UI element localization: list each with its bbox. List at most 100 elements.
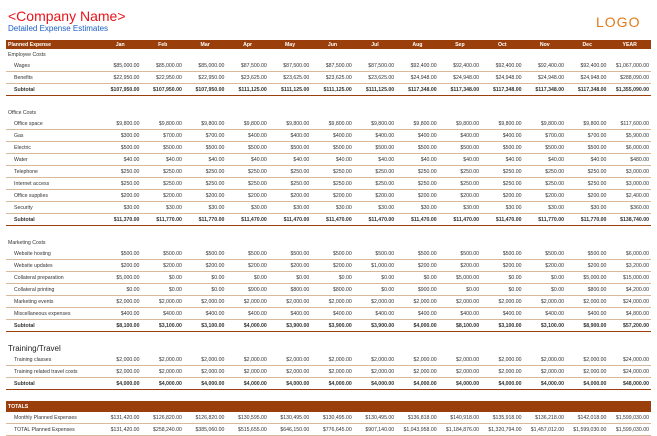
cell: $4,000.00 — [268, 377, 312, 390]
cell: $40.00 — [438, 153, 482, 166]
cell: $2,000.00 — [565, 295, 609, 308]
expense-row: Telephone $250.00 $250.00 $250.00 $250.00 $25… — [6, 165, 651, 178]
cell: $2,000.00 — [438, 295, 482, 308]
cell: $400.00 — [268, 307, 312, 320]
cell: $126,820.00 — [141, 412, 184, 424]
cell: $500.00 — [353, 248, 397, 260]
cell: $11,770.00 — [141, 213, 184, 226]
cell: $2,000.00 — [99, 295, 142, 308]
cell: $500.00 — [481, 141, 524, 154]
cell: $0.00 — [183, 283, 227, 296]
row-label: Internet access — [6, 177, 99, 190]
cell: $117,348.00 — [396, 83, 439, 96]
cell: $250.00 — [396, 165, 439, 178]
cell: $9,800.00 — [268, 118, 312, 130]
cell: $57,200.00 — [608, 319, 651, 332]
cell: $0.00 — [396, 271, 439, 284]
cell: $200.00 — [183, 259, 227, 272]
cell: $87,500.00 — [268, 60, 312, 72]
cell: $3,900.00 — [268, 319, 312, 332]
cell: $0.00 — [353, 271, 397, 284]
cell: $250.00 — [311, 165, 354, 178]
cell: $4,000.00 — [183, 377, 227, 390]
cell: $200.00 — [523, 189, 566, 202]
expense-row: Collateral preparation $5,000.00 $0.00 $0.0… — [6, 271, 651, 284]
cell: $200.00 — [268, 189, 312, 202]
expense-row: Training related travel costs $2,000.00 $2… — [6, 365, 651, 378]
cell: $200.00 — [565, 189, 609, 202]
cell: $2,000.00 — [396, 295, 439, 308]
cell: $3,200.00 — [608, 259, 651, 272]
cell: $111,125.00 — [353, 83, 397, 96]
cell: $907,140.00 — [353, 423, 397, 436]
cell: $30.00 — [311, 201, 354, 214]
cell: $800.00 — [268, 283, 312, 296]
cell: $40.00 — [481, 153, 524, 166]
cell: $500.00 — [268, 248, 312, 260]
cell: $30.00 — [565, 201, 609, 214]
row-label: Office supplies — [6, 189, 99, 202]
cell: $400.00 — [396, 129, 439, 142]
cell: $87,500.00 — [353, 60, 397, 72]
cell: $107,950.00 — [99, 83, 142, 96]
cell: $200.00 — [481, 189, 524, 202]
row-label: Subtotal — [6, 83, 99, 96]
cell: $400.00 — [481, 129, 524, 142]
cell: $2,000.00 — [311, 365, 354, 378]
cell: $200.00 — [311, 189, 354, 202]
cell: $385,060.00 — [183, 423, 227, 436]
cell: $515,655.00 — [226, 423, 269, 436]
cell: $92,400.00 — [438, 60, 482, 72]
cell: $2,000.00 — [565, 365, 609, 378]
cell: $500.00 — [396, 248, 439, 260]
column-header: Apr — [226, 40, 269, 49]
cell: $500.00 — [523, 141, 566, 154]
expense-row: Website hosting $500.00 $500.00 $500.00 $500… — [6, 248, 651, 260]
cell: $111,125.00 — [268, 83, 312, 96]
blank-row — [6, 226, 651, 238]
cell: $250.00 — [353, 165, 397, 178]
cell: $4,000.00 — [141, 377, 184, 390]
cell: $400.00 — [311, 129, 354, 142]
cell: $9,800.00 — [141, 118, 184, 130]
cell: $400.00 — [396, 307, 439, 320]
blank-cell — [6, 226, 651, 238]
cell: $200.00 — [99, 189, 142, 202]
cell: $250.00 — [99, 165, 142, 178]
cell: $250.00 — [565, 177, 609, 190]
cell: $2,000.00 — [311, 295, 354, 308]
cell: $250.00 — [438, 165, 482, 178]
cell: $24,948.00 — [438, 71, 482, 84]
cell: $1,067,000.00 — [608, 60, 651, 72]
cell: $2,000.00 — [438, 354, 482, 366]
cell: $500.00 — [183, 141, 227, 154]
cell: $200.00 — [99, 259, 142, 272]
cell: $400.00 — [565, 307, 609, 320]
cell: $400.00 — [438, 307, 482, 320]
cell: $400.00 — [523, 307, 566, 320]
cell: $2,000.00 — [141, 365, 184, 378]
cell: $500.00 — [565, 141, 609, 154]
blank-cell — [6, 332, 651, 344]
cell: $0.00 — [141, 271, 184, 284]
cell: $1,000.00 — [353, 259, 397, 272]
cell: $9,800.00 — [438, 118, 482, 130]
cell: $1,355,090.00 — [608, 83, 651, 96]
cell: $250.00 — [396, 177, 439, 190]
cell: $250.00 — [141, 165, 184, 178]
cell: $3,900.00 — [353, 319, 397, 332]
cell: $400.00 — [311, 307, 354, 320]
cell: $11,770.00 — [183, 213, 227, 226]
cell: $4,000.00 — [226, 319, 269, 332]
cell: $500.00 — [141, 248, 184, 260]
cell: $24,948.00 — [523, 71, 566, 84]
cell: $500.00 — [226, 248, 269, 260]
cell: $2,000.00 — [99, 354, 142, 366]
expense-row: Collateral printing $0.00 $0.00 $0.00 $900.0… — [6, 283, 651, 296]
cell: $140,918.00 — [438, 412, 482, 424]
cell: $5,900.00 — [608, 129, 651, 142]
cell: $200.00 — [396, 189, 439, 202]
cell: $5,000.00 — [438, 271, 482, 284]
cell: $24,000.00 — [608, 295, 651, 308]
cell: $700.00 — [141, 129, 184, 142]
